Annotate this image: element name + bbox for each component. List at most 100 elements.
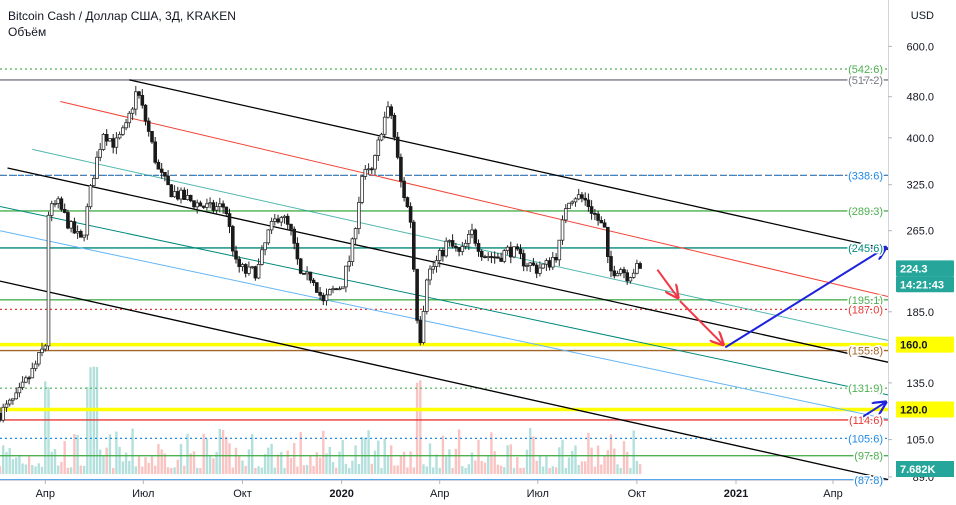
volume-bar — [289, 458, 293, 474]
candle — [221, 200, 225, 214]
volume-bar — [584, 461, 587, 474]
candle-body — [82, 234, 86, 238]
volume-bar — [18, 454, 21, 474]
candle — [399, 153, 403, 188]
candle — [240, 262, 245, 272]
candle-body — [302, 272, 306, 275]
candle-body — [528, 262, 532, 266]
volume-bar — [428, 443, 432, 474]
candle-body — [111, 138, 116, 148]
candle — [272, 214, 277, 226]
candle — [583, 192, 587, 206]
channel-line — [32, 148, 888, 341]
candle-body — [11, 398, 15, 401]
candle-body — [14, 392, 19, 400]
volume-bar — [425, 466, 428, 474]
candle-body — [146, 120, 151, 132]
level-label: (87.8) — [854, 475, 883, 487]
candle-body — [272, 218, 277, 222]
candle-body — [564, 208, 568, 221]
candle-body — [49, 203, 54, 216]
volume-bar — [480, 460, 483, 474]
candle-body — [1, 406, 5, 421]
candle-body — [337, 288, 342, 291]
candle — [366, 163, 371, 175]
level-label: (542.6) — [848, 64, 883, 76]
level-label: (155.8) — [848, 346, 883, 358]
candle — [108, 138, 112, 142]
level-label: (517.2) — [848, 75, 883, 87]
volume-bar — [351, 460, 354, 474]
candle — [234, 245, 238, 264]
volume-bar — [273, 467, 276, 474]
candle-body — [457, 247, 461, 252]
volume-bar — [160, 449, 163, 474]
channel-lines — [0, 79, 888, 480]
candle — [214, 201, 219, 215]
candle-body — [369, 168, 374, 171]
volume-bar — [215, 452, 218, 474]
volume-bar — [179, 444, 183, 474]
volume-bar — [603, 455, 606, 474]
volume-bar — [69, 467, 73, 474]
candle-body — [324, 294, 329, 302]
candle-body — [124, 122, 128, 129]
candle-body — [638, 263, 642, 269]
candle — [602, 219, 607, 228]
candle — [308, 271, 313, 284]
candle — [318, 287, 322, 301]
candle — [392, 112, 397, 141]
volume-bar — [348, 468, 351, 474]
currency-label: USD — [911, 10, 934, 22]
candle-body — [347, 261, 351, 267]
level-label: (131.9) — [848, 383, 883, 395]
volume-tag-label: 7.682K — [900, 464, 936, 476]
x-tick-label: Окт — [233, 488, 252, 500]
candle — [389, 104, 393, 119]
candle — [444, 237, 448, 258]
volume-bar — [267, 447, 270, 474]
candle — [198, 200, 203, 207]
x-tick-label: Июл — [527, 488, 549, 500]
candle — [314, 282, 319, 293]
candle-body — [230, 226, 235, 252]
candle — [534, 262, 539, 279]
candle — [250, 265, 255, 270]
volume-bar — [435, 454, 438, 474]
candle-body — [247, 266, 251, 274]
candle — [424, 278, 429, 315]
candle-body — [56, 198, 60, 204]
volume-bar — [293, 443, 296, 474]
candle — [411, 219, 416, 272]
candle-body — [360, 175, 364, 203]
candle — [505, 245, 510, 255]
candle-body — [612, 270, 617, 277]
volume-bar — [535, 460, 538, 474]
candle — [37, 352, 41, 367]
volume-bar — [499, 465, 503, 474]
candle — [188, 194, 193, 203]
candle — [379, 132, 384, 142]
candle — [121, 125, 125, 136]
candle — [538, 261, 542, 277]
candle — [502, 249, 507, 264]
candle — [53, 200, 57, 208]
candle-body — [169, 184, 174, 198]
volume-bar — [567, 457, 571, 474]
volume-bar — [322, 430, 325, 474]
candle — [447, 239, 452, 247]
volume-bar — [325, 453, 328, 474]
volume-bar — [141, 466, 144, 474]
price-tag-label: 224.3 — [900, 263, 928, 275]
volume-bar — [483, 462, 487, 474]
y-tick-label: 480.0 — [906, 92, 934, 104]
volume-bar — [422, 464, 425, 474]
volume-bar — [0, 466, 2, 474]
candle — [457, 247, 461, 257]
candle-body — [631, 272, 636, 278]
candle-body — [331, 288, 335, 291]
volume-bar — [522, 467, 525, 474]
volume-bar — [370, 463, 373, 474]
